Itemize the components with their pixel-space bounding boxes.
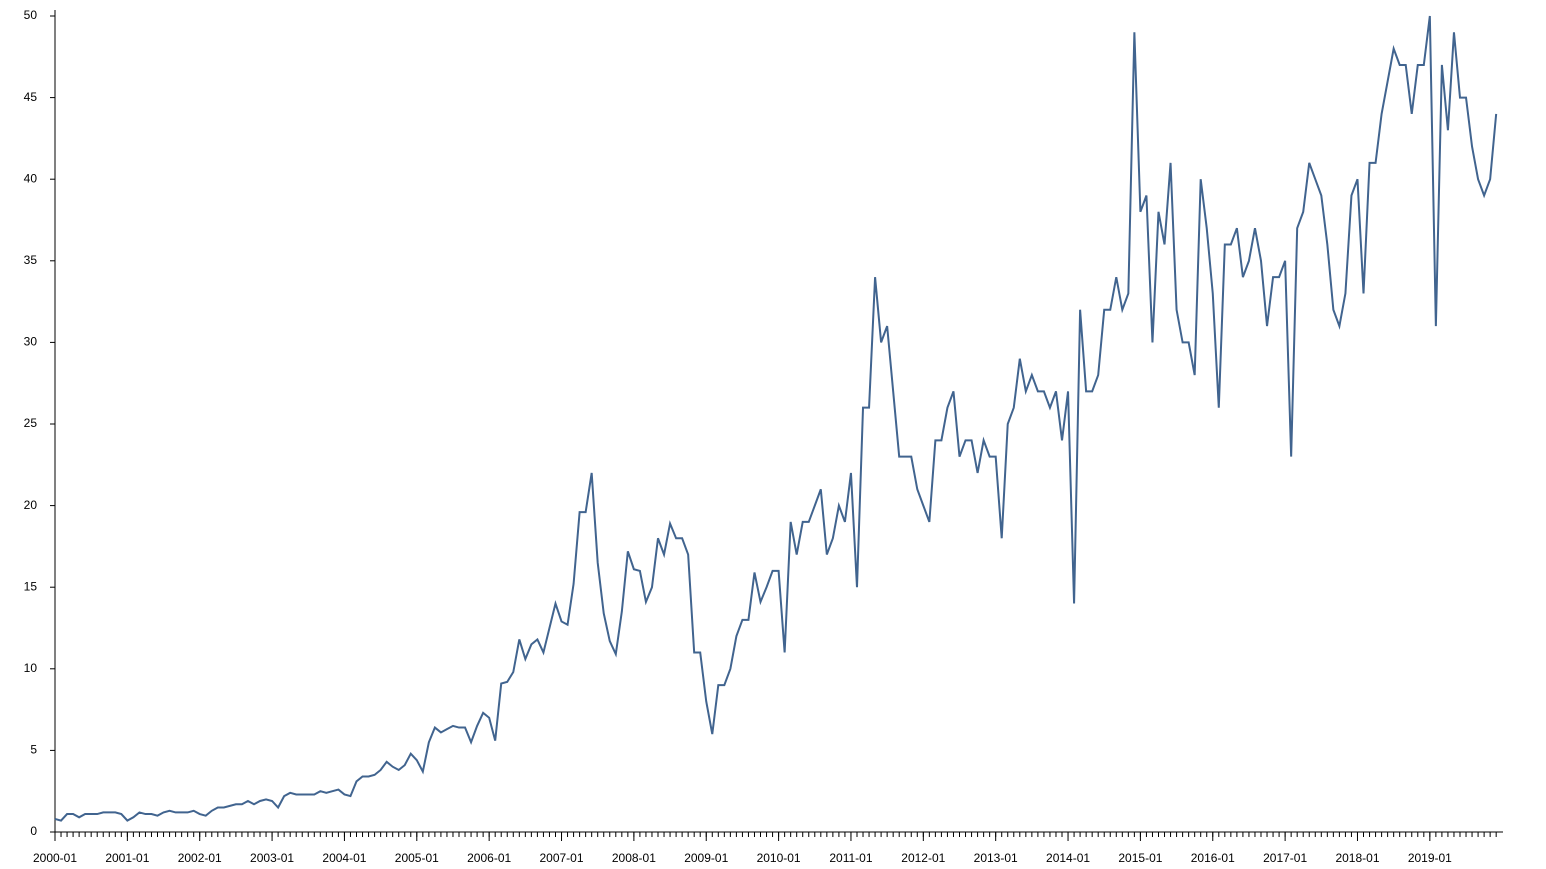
x-tick-label: 2016-01: [1191, 851, 1235, 865]
x-tick-label: 2001-01: [105, 851, 149, 865]
x-tick-label: 2017-01: [1263, 851, 1307, 865]
y-tick-label: 25: [24, 416, 38, 430]
y-tick-label: 40: [24, 171, 38, 185]
y-tick-label: 20: [24, 498, 38, 512]
x-tick-label: 2012-01: [901, 851, 945, 865]
x-tick-label: 2006-01: [467, 851, 511, 865]
x-tick-label: 2013-01: [974, 851, 1018, 865]
x-tick-label: 2004-01: [322, 851, 366, 865]
x-tick-label: 2015-01: [1118, 851, 1162, 865]
x-tick-label: 2009-01: [684, 851, 728, 865]
y-tick-label: 30: [24, 335, 38, 349]
y-tick-label: 10: [24, 661, 38, 675]
y-tick-label: 15: [24, 579, 38, 593]
x-tick-label: 2000-01: [33, 851, 77, 865]
x-tick-label: 2019-01: [1408, 851, 1452, 865]
x-tick-label: 2018-01: [1335, 851, 1379, 865]
x-tick-label: 2003-01: [250, 851, 294, 865]
y-tick-label: 0: [30, 824, 37, 838]
y-tick-label: 35: [24, 253, 38, 267]
y-tick-label: 45: [24, 90, 38, 104]
x-tick-label: 2002-01: [178, 851, 222, 865]
x-tick-label: 2007-01: [539, 851, 583, 865]
x-tick-label: 2014-01: [1046, 851, 1090, 865]
x-tick-label: 2008-01: [612, 851, 656, 865]
y-tick-label: 50: [24, 8, 38, 22]
x-tick-label: 2005-01: [395, 851, 439, 865]
x-tick-label: 2011-01: [829, 851, 872, 865]
y-tick-label: 5: [30, 743, 37, 757]
data-line: [54, 15, 1498, 822]
x-tick-label: 2010-01: [757, 851, 801, 865]
